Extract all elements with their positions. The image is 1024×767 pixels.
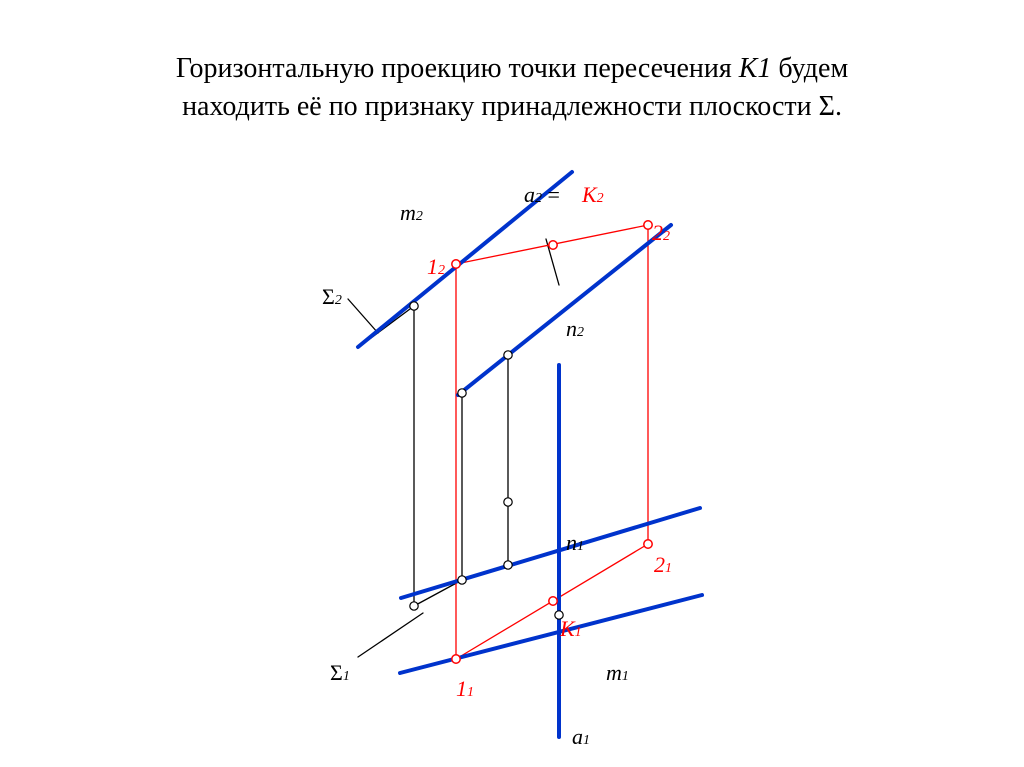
label-n2: n2: [566, 316, 584, 342]
label-m2: m2: [400, 200, 423, 226]
projection-diagram: [0, 0, 1024, 767]
label-S1: Σ1: [330, 660, 350, 686]
label-S2: Σ2: [322, 284, 342, 310]
label-22: 22: [652, 220, 670, 246]
label-a1: а1: [572, 724, 590, 750]
label-K2: К2: [582, 182, 604, 208]
label-K1: К1: [560, 616, 582, 642]
label-21: 21: [654, 552, 672, 578]
label-a2: а2 =: [524, 182, 560, 208]
label-m1: m1: [606, 660, 629, 686]
label-11: 11: [456, 676, 474, 702]
label-n1: n1: [566, 530, 584, 556]
label-12: 12: [427, 254, 445, 280]
